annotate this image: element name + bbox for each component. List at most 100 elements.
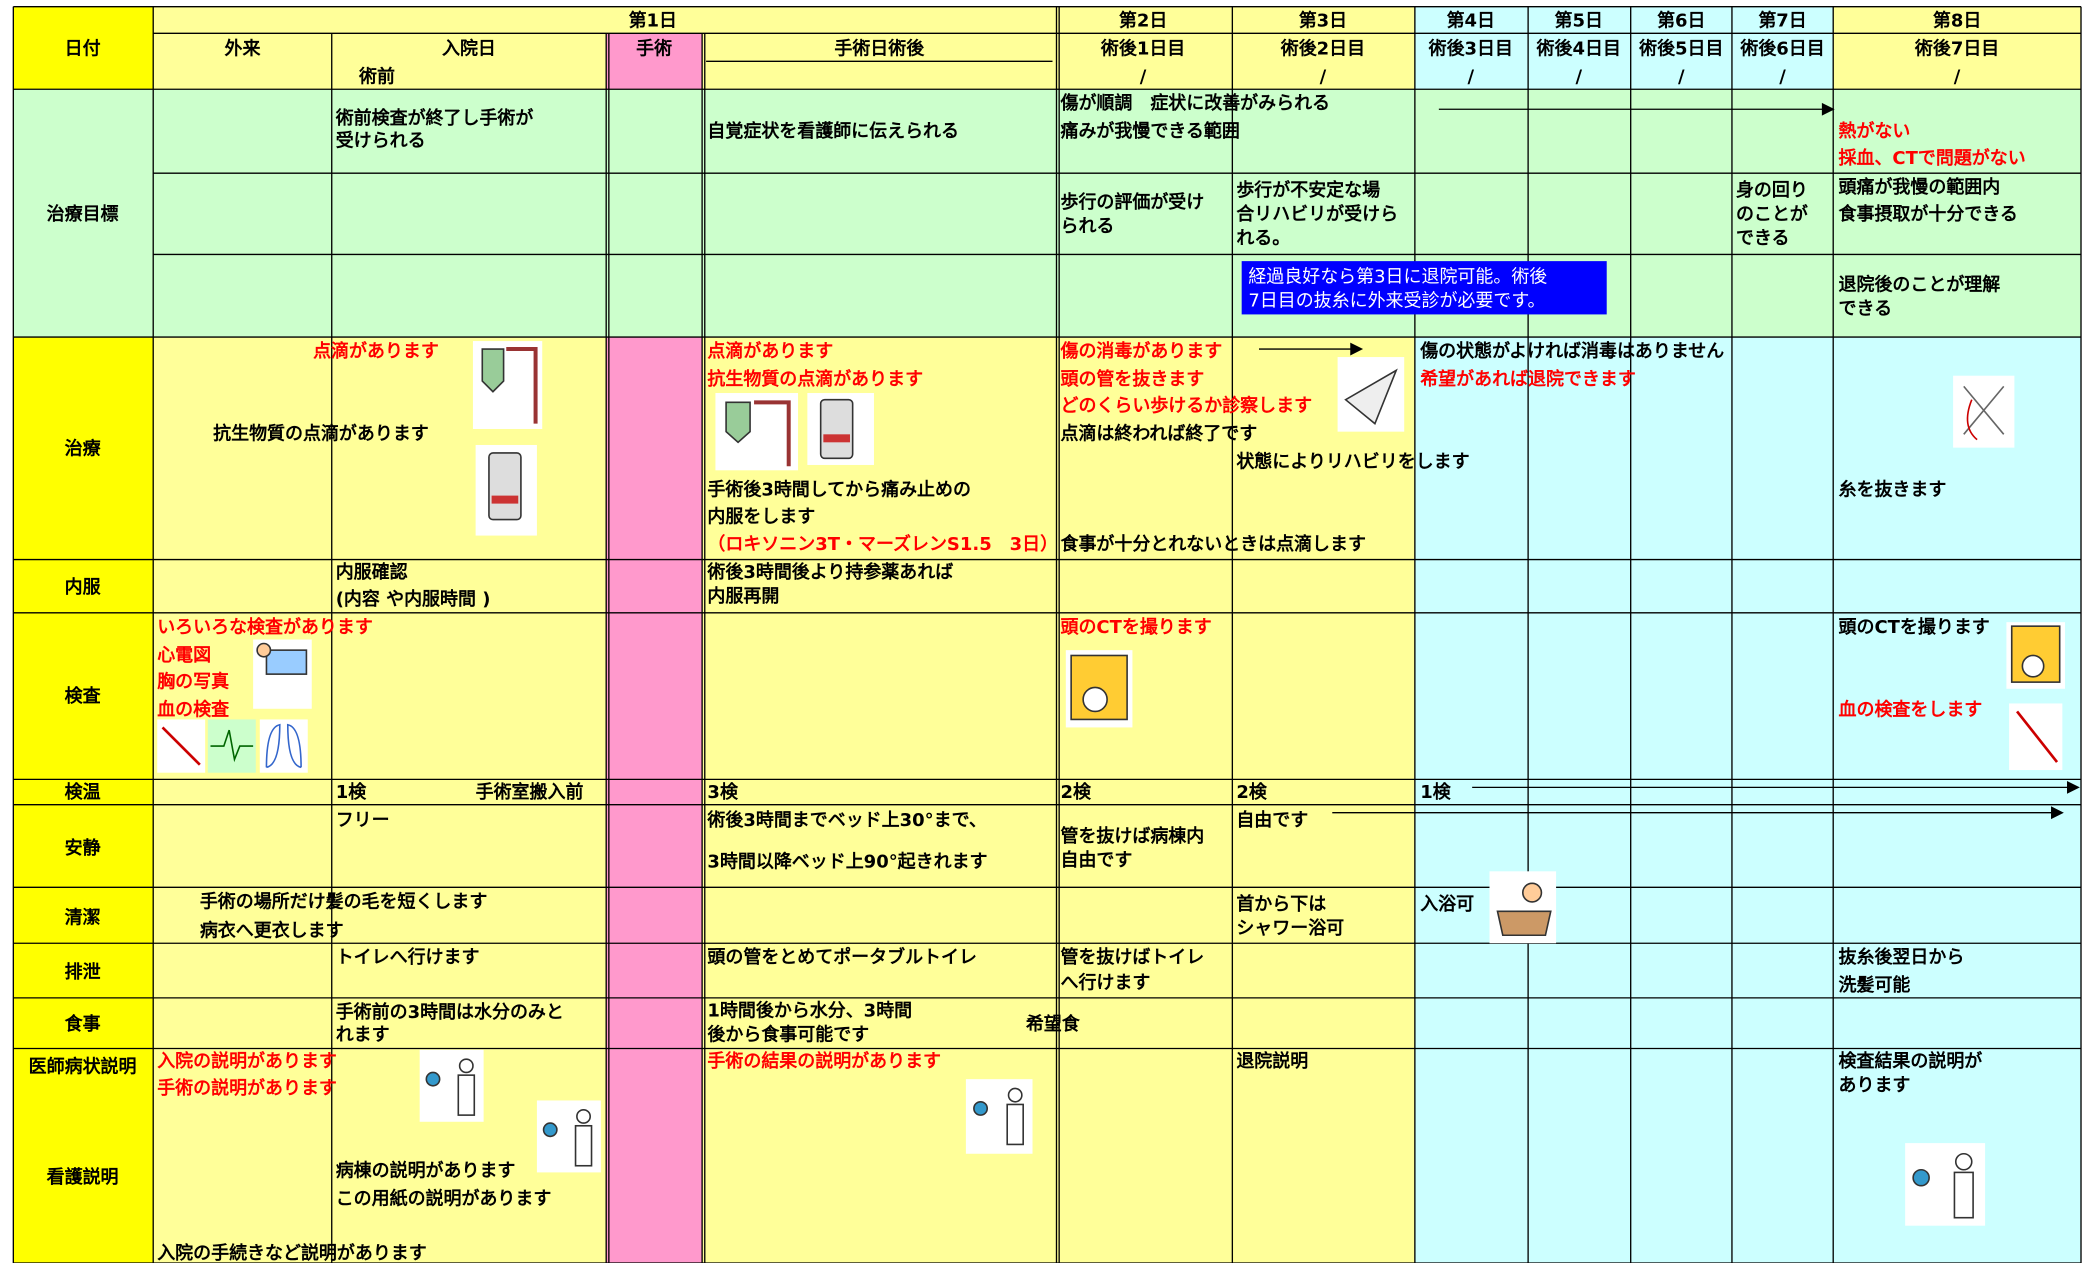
day-header: 第4日 (1447, 10, 1495, 32)
row-label: 治療 (65, 437, 102, 459)
cell-text: 2検 (1060, 781, 1092, 803)
slash: / (1678, 67, 1685, 88)
cell-text: トイレへ行けます (336, 946, 480, 968)
cell-text: 歩行が不安定な場 (1236, 179, 1380, 201)
cell-text: のことが (1736, 203, 1808, 225)
body-bg (1414, 337, 2082, 1263)
cell-text: 後から食事可能です (707, 1024, 869, 1046)
day-header: 第2日 (1119, 10, 1167, 32)
note-box (1241, 261, 1607, 315)
cell-text: 洗髪可能 (1839, 974, 1911, 996)
cell-text: フリー (336, 810, 390, 831)
cell-text: 術前検査が終了し手術が (335, 107, 534, 129)
syringe-icon (2009, 703, 2063, 771)
column-header: 手術 (636, 38, 672, 60)
cell-text: 1時間後から水分、3時間 (707, 1000, 912, 1022)
day-header: 第6日 (1657, 10, 1705, 32)
doctor-icon (965, 1079, 1033, 1154)
cell-text: 自由です (1060, 849, 1132, 871)
cell-text: 頭の管をとめてポータブルトイレ (707, 946, 977, 968)
cell-text: 術後3時間までベッド上30°まで、 (706, 809, 986, 831)
cell-text: あります (1839, 1075, 1911, 1096)
drip-icon (715, 393, 799, 471)
cell-text: れます (336, 1025, 390, 1046)
day-header: 第5日 (1555, 10, 1603, 32)
cell-text: どのくらい歩けるか診察します (1060, 395, 1312, 417)
cell-text: 手術の場所だけ髪の毛を短くします (200, 890, 488, 912)
column-header: 術後1日目 (1100, 38, 1185, 60)
slash: / (1954, 67, 1961, 88)
day-header: 第3日 (1299, 10, 1347, 32)
cell-text: 自由です (1236, 809, 1308, 831)
ct-icon (1065, 650, 1133, 728)
xray-icon (259, 719, 308, 773)
cell-text: 3時間以降ベッド上90°起きれます (707, 850, 987, 872)
cell-text: 内服をします (707, 505, 815, 527)
syringe-icon (157, 719, 206, 773)
cell-text: 7日目の抜糸に外来受診が必要です。 (1248, 290, 1545, 311)
slash: / (1575, 67, 1582, 88)
column-header: 術後4日目 (1536, 38, 1621, 60)
column-header: 入院日 (442, 38, 496, 60)
arrow-head (1350, 342, 1364, 356)
cell-text: 食事が十分とれないときは点滴します (1059, 533, 1365, 555)
cell-text: 点滴があります (313, 340, 439, 362)
cell-text: 自覚症状を看護師に伝えられる (707, 120, 959, 142)
day-header: 第8日 (1933, 10, 1981, 32)
pump-icon (475, 444, 537, 536)
header-bg (1414, 6, 1834, 90)
disinfect-icon (1337, 357, 1405, 432)
cell-text: 頭痛が我慢の範囲内 (1839, 176, 2001, 198)
header-bg (606, 33, 703, 90)
cell-text: 歩行の評価が受け (1060, 191, 1204, 213)
cell-text: 抗生物質の点滴があります (707, 368, 923, 390)
cell-text: 採血、CTで問題がない (1839, 147, 2026, 169)
cell-text: 入院の手続きなど説明があります (157, 1242, 427, 1263)
cell-text: 経過良好なら第3日に退院可能。術後 (1248, 266, 1547, 287)
column-header: 術後3日目 (1428, 38, 1513, 60)
row-label: 清潔 (65, 907, 101, 928)
cell-text: 首から下は (1236, 893, 1326, 915)
cell-text: 点滴があります (707, 340, 833, 362)
column-header: 術後6日目 (1739, 38, 1824, 60)
cell-text: 血の検査をします (1839, 698, 1983, 720)
cell-text: 手術前の3時間は水分のみと (336, 1001, 564, 1023)
cell-text: 胸の写真 (157, 670, 229, 692)
cell-text: 1検 (1420, 781, 1452, 803)
doctor-icon (536, 1100, 601, 1173)
cell-text: いろいろな検査があります (157, 616, 373, 638)
slash: / (1779, 67, 1786, 88)
surgery-bg (606, 337, 703, 1263)
row-label: 安静 (65, 837, 101, 859)
header-label: 日付 (65, 38, 101, 60)
cell-text: 痛みが我慢できる範囲 (1060, 120, 1239, 142)
cell-text: 1検 (336, 781, 368, 803)
cell-text: 2検 (1236, 781, 1268, 803)
ecg-icon (207, 719, 256, 773)
column-header: 術後2日目 (1280, 38, 1365, 60)
cell-text: 手術の結果の説明があります (707, 1050, 941, 1072)
cell-text: できる (1736, 228, 1790, 249)
arrow-head (2067, 780, 2080, 794)
cell-text: 管を抜けば病棟内 (1060, 825, 1204, 847)
doctor-icon (419, 1049, 484, 1122)
slash: / (1140, 67, 1147, 88)
cell-text: 傷の状態がよければ消毒はありません (1419, 340, 1724, 362)
cell-text: 管を抜けばトイレ (1060, 946, 1204, 968)
cell-text: 希望食 (1026, 1013, 1081, 1035)
slash: / (1320, 67, 1327, 88)
cell-text: 検査結果の説明が (1839, 1050, 1983, 1072)
row-label: 看護説明 (46, 1166, 119, 1188)
cell-text: 抗生物質の点滴があります (213, 423, 429, 445)
column-header: 術後7日目 (1914, 38, 1999, 60)
cell-text: この用紙の説明があります (336, 1187, 552, 1209)
cell-text: 受けられる (336, 130, 426, 152)
column-header: 術前 (358, 66, 395, 88)
row-label: 内服 (65, 576, 102, 598)
cell-text: 血の検査 (157, 698, 229, 720)
arrow-head (1821, 102, 1835, 116)
cell-text: 3検 (707, 781, 739, 803)
row-label: 排泄 (65, 961, 101, 983)
cell-text: 手術後3時間してから痛み止めの (707, 479, 971, 501)
